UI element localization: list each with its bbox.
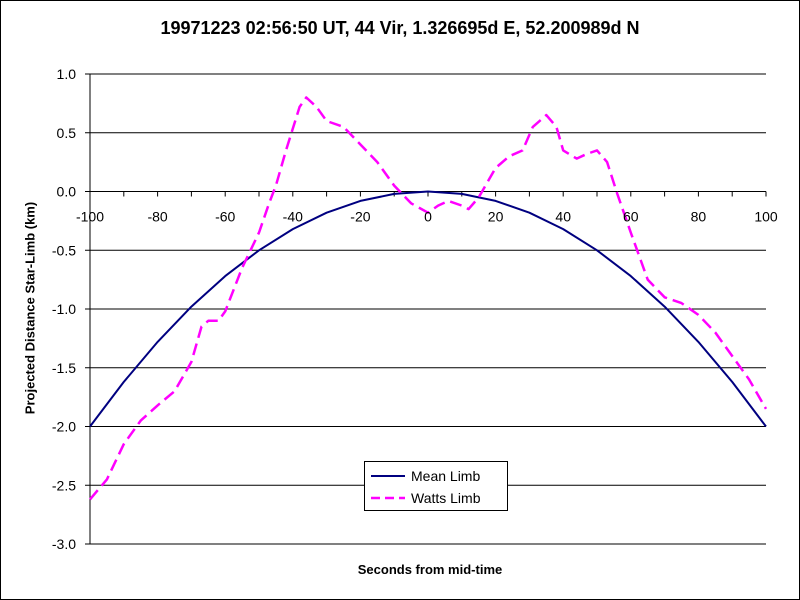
x-tick-label: 80: [691, 209, 707, 225]
legend-label-watts-limb: Watts Limb: [411, 490, 481, 506]
y-tick-label: -0.5: [52, 242, 76, 258]
y-tick-label: 1.0: [57, 66, 77, 82]
series-lines: [89, 96, 768, 501]
y-tick-label: -3.0: [52, 536, 76, 552]
legend-label-mean-limb: Mean Limb: [411, 468, 481, 484]
y-tick-label: 0.0: [57, 184, 77, 200]
y-tick-label: -2.0: [52, 419, 76, 435]
y-tick-label: -2.5: [52, 477, 76, 493]
legend-item-watts-limb: Watts Limb: [365, 487, 507, 509]
x-tick-label: -60: [215, 209, 235, 225]
x-tick-label: 0: [424, 209, 432, 225]
x-tick-label: -100: [76, 209, 104, 225]
x-tick-label: 60: [623, 209, 639, 225]
y-tick-label: 0.5: [57, 125, 77, 141]
legend-swatch-mean-limb: [371, 475, 405, 477]
legend: Mean Limb Watts Limb: [364, 461, 508, 511]
legend-item-mean-limb: Mean Limb: [365, 465, 507, 487]
x-tick-label: -40: [283, 209, 303, 225]
y-axis-title: Projected Distance Star-Limb (km): [22, 201, 38, 415]
x-tick-label: 20: [488, 209, 504, 225]
y-tick-labels: 1.0 0.5 0.0 -0.5 -1.0 -1.5 -2.0 -2.5 -3.0: [52, 66, 76, 552]
x-tick-label: 100: [754, 209, 778, 225]
x-tick-label: -80: [147, 209, 167, 225]
x-axis-title: Seconds from mid-time: [357, 562, 503, 577]
x-tick-label: -20: [350, 209, 370, 225]
series-line-watts-limb: [89, 96, 768, 501]
y-tick-label: -1.0: [52, 301, 76, 317]
legend-swatch-watts-limb: [371, 496, 405, 500]
x-tick-label: 40: [555, 209, 571, 225]
chart-title: 19971223 02:56:50 UT, 44 Vir, 1.326695d …: [160, 18, 640, 38]
y-tick-label: -1.5: [52, 360, 76, 376]
series-line-mean-limb: [89, 190, 767, 428]
x-tick-labels: -100 -80 -60 -40 -20 0 20 40 60 80 100: [76, 209, 778, 225]
